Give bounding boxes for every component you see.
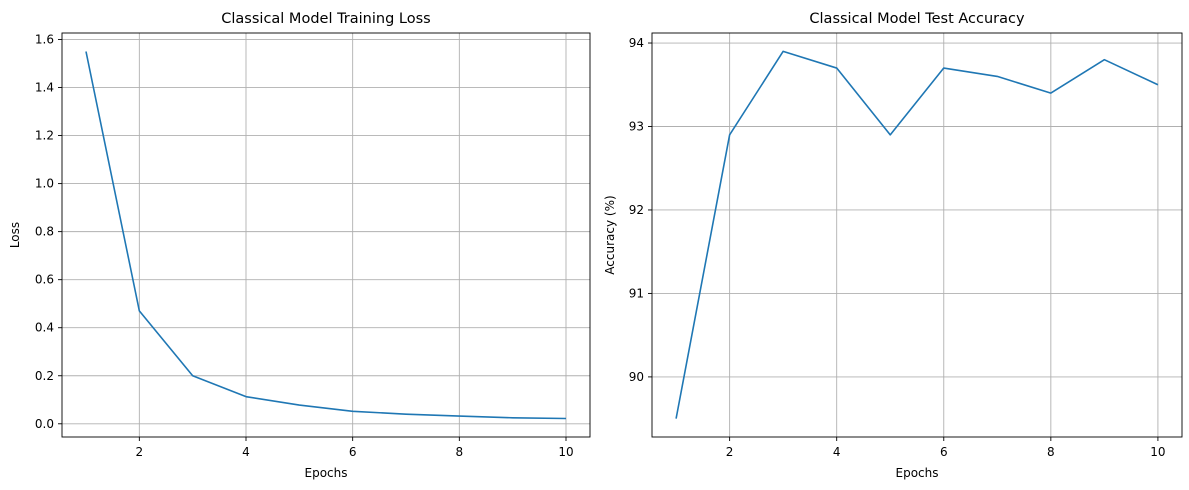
loss-chart: 2 4 6 8 10 0.0 0.2 0.4 0.6 0.8 1.0 1.2 1.4 1.6 Classi… xyxy=(8,11,591,480)
accuracy-x-tick-label: 6 xyxy=(940,445,948,459)
accuracy-y-tick-label: 92 xyxy=(629,203,644,217)
loss-x-tick-label: 8 xyxy=(456,445,464,459)
loss-y-tick-label: 1.6 xyxy=(35,32,54,46)
loss-y-tick-label: 0.4 xyxy=(35,321,54,335)
loss-ticks: 2 4 6 8 10 0.0 0.2 0.4 0.6 0.8 1.0 1.2 1.4 1.6 xyxy=(35,32,574,459)
accuracy-x-tick-label: 2 xyxy=(726,445,734,459)
loss-grid xyxy=(62,33,590,437)
loss-plot-frame xyxy=(61,32,591,438)
loss-series-line xyxy=(85,51,567,420)
loss-y-axis-label: Loss xyxy=(8,222,22,248)
loss-x-tick-label: 2 xyxy=(136,445,144,459)
loss-y-tick-label: 0.0 xyxy=(35,417,54,431)
accuracy-x-tick-label: 4 xyxy=(833,445,841,459)
loss-y-tick-label: 0.6 xyxy=(35,273,54,287)
accuracy-y-tick-label: 94 xyxy=(629,36,644,50)
accuracy-x-axis-label: Epochs xyxy=(896,466,939,480)
accuracy-y-tick-label: 90 xyxy=(629,370,644,384)
accuracy-y-axis-label: Accuracy (%) xyxy=(603,195,617,274)
loss-y-tick-label: 1.4 xyxy=(35,81,54,95)
loss-x-tick-label: 4 xyxy=(242,445,250,459)
accuracy-ticks: 2 4 6 8 10 90 91 92 93 94 xyxy=(629,36,1166,459)
accuracy-x-tick-label: 10 xyxy=(1150,445,1165,459)
loss-chart-title: Classical Model Training Loss xyxy=(221,11,430,27)
accuracy-chart: 2 4 6 8 10 90 91 92 93 94 Classical Model Test Ac… xyxy=(603,11,1183,480)
loss-x-tick-label: 10 xyxy=(558,445,573,459)
accuracy-y-tick-label: 91 xyxy=(629,286,644,300)
loss-y-tick-label: 1.0 xyxy=(35,177,54,191)
loss-y-tick-label: 1.2 xyxy=(35,129,54,143)
accuracy-y-tick-label: 93 xyxy=(629,119,644,133)
accuracy-plot-frame xyxy=(651,32,1183,438)
loss-y-tick-label: 0.8 xyxy=(35,225,54,239)
loss-x-axis-label: Epochs xyxy=(305,466,348,480)
loss-x-tick-label: 6 xyxy=(349,445,357,459)
accuracy-x-tick-label: 8 xyxy=(1047,445,1055,459)
loss-y-tick-label: 0.2 xyxy=(35,369,54,383)
accuracy-grid xyxy=(652,33,1182,437)
accuracy-series-line xyxy=(675,50,1159,419)
accuracy-chart-title: Classical Model Test Accuracy xyxy=(809,11,1025,27)
